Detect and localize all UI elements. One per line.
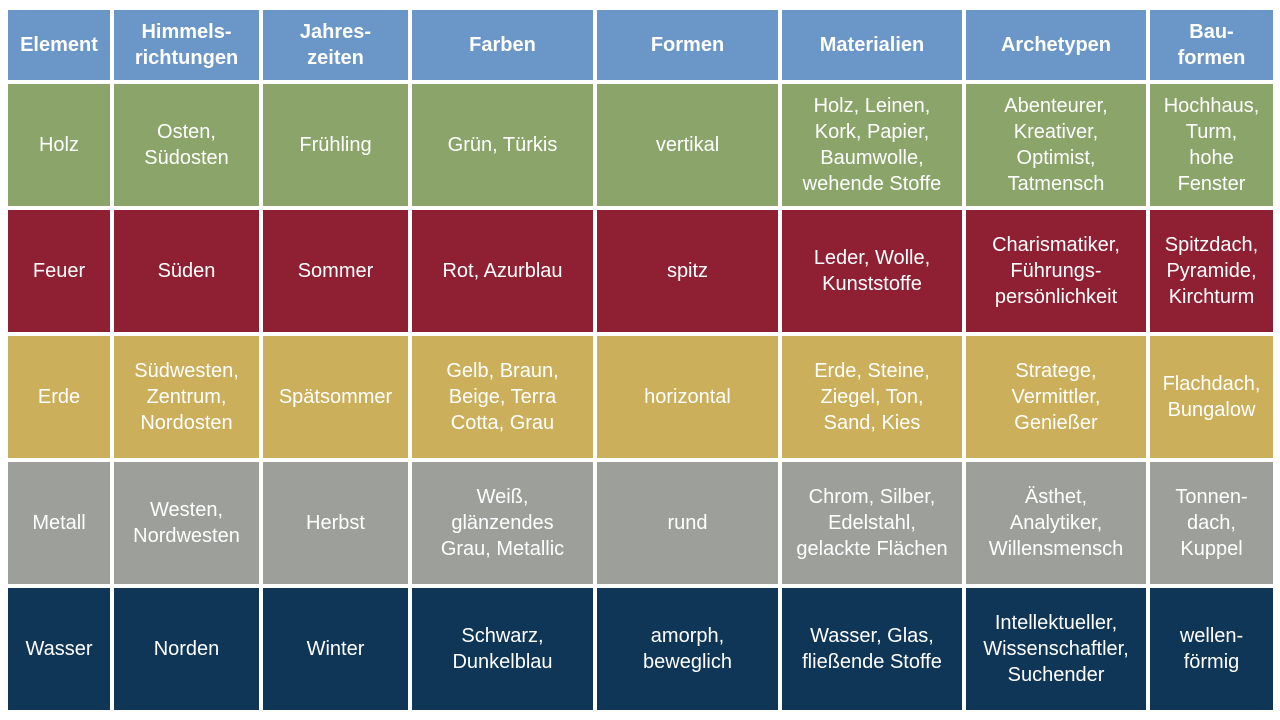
cell-feuer-farben: Rot, Azurblau [412, 210, 593, 332]
cell-erde-jahreszeiten: Spätsommer [263, 336, 408, 458]
cell-metall-materialien: Chrom, Silber, Edelstahl, gelackte Fläch… [782, 462, 962, 584]
cell-feuer-himmelsrichtungen: Süden [114, 210, 259, 332]
cell-erde-materialien: Erde, Steine, Ziegel, Ton, Sand, Kies [782, 336, 962, 458]
cell-metall-bauformen: Tonnen- dach, Kuppel [1150, 462, 1273, 584]
cell-metall-archetypen: Ästhet, Analytiker, Willensmensch [966, 462, 1146, 584]
cell-feuer-jahreszeiten: Sommer [263, 210, 408, 332]
header-himmelsrichtungen: Himmels- richtungen [114, 10, 259, 80]
cell-wasser-archetypen: Intellektueller, Wissenschaftler, Suchen… [966, 588, 1146, 710]
cell-wasser-jahreszeiten: Winter [263, 588, 408, 710]
cell-feuer-element: Feuer [8, 210, 110, 332]
cell-wasser-himmelsrichtungen: Norden [114, 588, 259, 710]
cell-holz-himmelsrichtungen: Osten, Südosten [114, 84, 259, 206]
cell-feuer-bauformen: Spitzdach, Pyramide, Kirchturm [1150, 210, 1273, 332]
header-materialien: Materialien [782, 10, 962, 80]
cell-erde-element: Erde [8, 336, 110, 458]
cell-feuer-materialien: Leder, Wolle, Kunststoffe [782, 210, 962, 332]
cell-feuer-formen: spitz [597, 210, 778, 332]
cell-metall-farben: Weiß, glänzendes Grau, Metallic [412, 462, 593, 584]
cell-wasser-formen: amorph, beweglich [597, 588, 778, 710]
cell-holz-materialien: Holz, Leinen, Kork, Papier, Baumwolle, w… [782, 84, 962, 206]
cell-wasser-materialien: Wasser, Glas, fließende Stoffe [782, 588, 962, 710]
cell-wasser-element: Wasser [8, 588, 110, 710]
cell-metall-element: Metall [8, 462, 110, 584]
elements-table: Element Himmels- richtungen Jahres- zeiten… [8, 10, 1273, 710]
cell-metall-jahreszeiten: Herbst [263, 462, 408, 584]
cell-holz-jahreszeiten: Frühling [263, 84, 408, 206]
cell-wasser-bauformen: wellen- förmig [1150, 588, 1273, 710]
header-element: Element [8, 10, 110, 80]
cell-feuer-archetypen: Charismatiker, Führungs- persönlichkeit [966, 210, 1146, 332]
header-bauformen: Bau- formen [1150, 10, 1273, 80]
cell-erde-archetypen: Stratege, Vermittler, Genießer [966, 336, 1146, 458]
cell-wasser-farben: Schwarz, Dunkelblau [412, 588, 593, 710]
cell-metall-himmelsrichtungen: Westen, Nordwesten [114, 462, 259, 584]
cell-erde-farben: Gelb, Braun, Beige, Terra Cotta, Grau [412, 336, 593, 458]
header-farben: Farben [412, 10, 593, 80]
cell-erde-formen: horizontal [597, 336, 778, 458]
cell-holz-bauformen: Hochhaus, Turm, hohe Fenster [1150, 84, 1273, 206]
header-archetypen: Archetypen [966, 10, 1146, 80]
cell-holz-archetypen: Abenteurer, Kreativer, Optimist, Tatmens… [966, 84, 1146, 206]
cell-holz-farben: Grün, Türkis [412, 84, 593, 206]
cell-holz-element: Holz [8, 84, 110, 206]
cell-holz-formen: vertikal [597, 84, 778, 206]
cell-metall-formen: rund [597, 462, 778, 584]
header-formen: Formen [597, 10, 778, 80]
cell-erde-himmelsrichtungen: Südwesten, Zentrum, Nordosten [114, 336, 259, 458]
header-jahreszeiten: Jahres- zeiten [263, 10, 408, 80]
cell-erde-bauformen: Flachdach, Bungalow [1150, 336, 1273, 458]
